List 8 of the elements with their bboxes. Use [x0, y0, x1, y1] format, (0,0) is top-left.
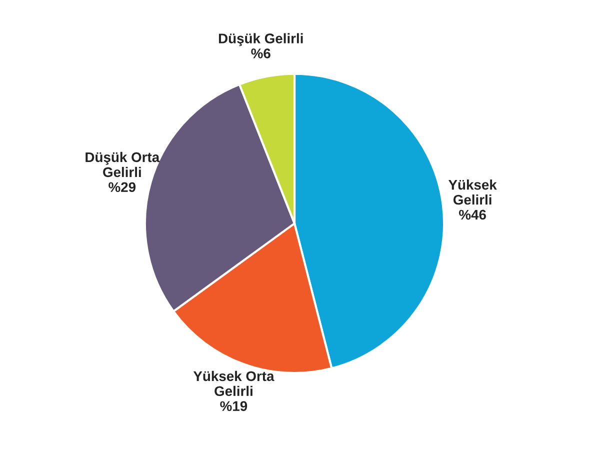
slice-label: Düşük Orta Gelirli	[86, 152, 160, 178]
data-label: %29	[108, 182, 136, 192]
slice-label: Yüksek Orta Gelirli	[193, 370, 274, 396]
slice-label: Düşük Gelirli	[218, 33, 303, 46]
data-label: %6	[251, 48, 270, 58]
data-label: %19	[220, 401, 248, 411]
data-label: %46	[459, 210, 486, 220]
slice-label: Yüksek Gelirli	[448, 180, 497, 205]
